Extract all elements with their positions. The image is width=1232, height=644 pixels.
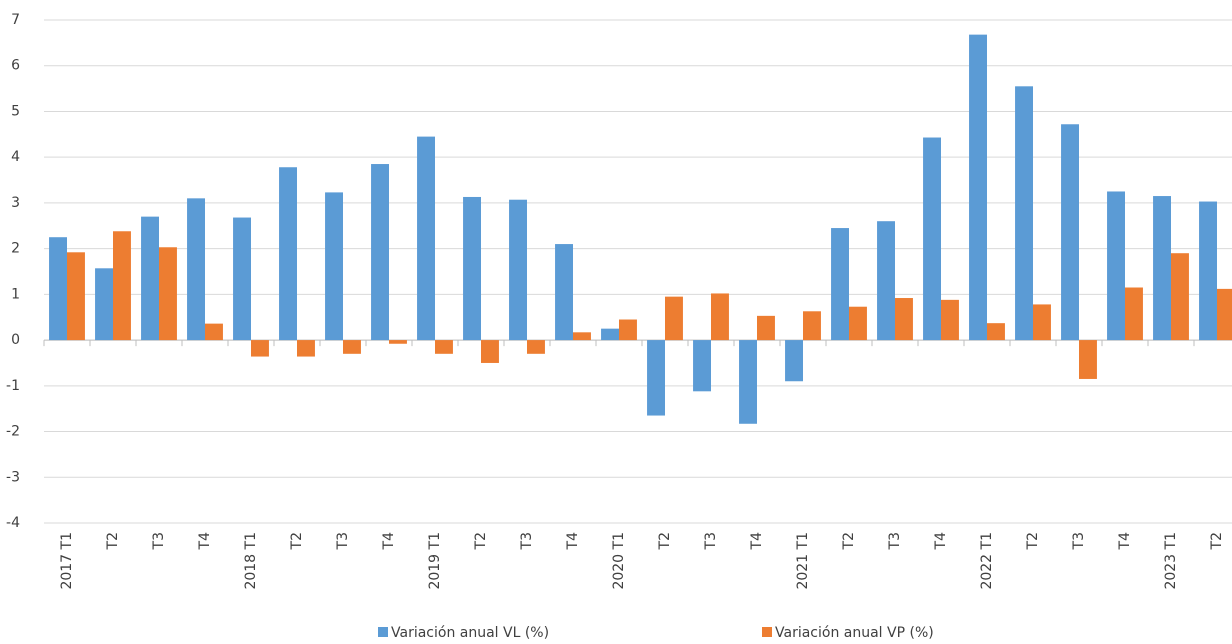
x-tick-label: T3 [1071, 532, 1087, 550]
bar [1199, 201, 1217, 341]
y-tick-label: 1 [11, 286, 20, 302]
y-tick-label: 0 [11, 332, 20, 348]
bar [785, 340, 803, 382]
x-tick-label: T2 [657, 532, 673, 550]
y-tick-label: -2 [6, 424, 20, 440]
x-tick-label: T4 [749, 532, 765, 551]
x-tick-label: T4 [381, 532, 397, 551]
x-tick-label: T3 [151, 532, 167, 550]
bar [325, 192, 343, 341]
bar [693, 340, 711, 392]
x-tick-label: T4 [197, 532, 213, 551]
legend-swatch [378, 627, 388, 637]
legend-label: Variación anual VL (%) [391, 625, 549, 641]
bar [969, 34, 987, 341]
bar [757, 315, 775, 341]
y-tick-label: -4 [6, 515, 20, 531]
bar [509, 199, 527, 341]
x-tick-label: T4 [933, 532, 949, 551]
bar [555, 244, 573, 341]
x-tick-label: 2019 T1 [427, 532, 443, 590]
x-tick-label: T4 [565, 532, 581, 551]
y-tick-label: 6 [11, 58, 20, 74]
bar [849, 306, 867, 341]
bar [1107, 191, 1125, 341]
bar [711, 293, 729, 341]
x-tick-label: T3 [519, 532, 535, 550]
bar [665, 296, 683, 341]
bar [923, 137, 941, 341]
x-tick-label: 2017 T1 [59, 532, 75, 590]
bar [233, 217, 251, 341]
bar [1217, 288, 1232, 341]
bar [49, 237, 67, 341]
x-tick-label: T2 [473, 532, 489, 550]
bar [141, 216, 159, 341]
x-tick-label: T2 [1025, 532, 1041, 550]
bar [205, 323, 223, 341]
y-tick-label: 2 [11, 241, 20, 257]
bar [831, 228, 849, 341]
bar [389, 340, 407, 344]
bar [1125, 287, 1143, 341]
bar [113, 231, 131, 341]
y-tick-label: -1 [6, 378, 20, 394]
y-tick-label: 4 [11, 149, 20, 165]
bar [1079, 340, 1097, 379]
x-tick-label: T3 [887, 532, 903, 550]
bar [527, 340, 545, 354]
bar [895, 298, 913, 341]
bar [279, 167, 297, 341]
bar [803, 311, 821, 341]
x-tick-label: 2023 T1 [1163, 532, 1179, 590]
bar [987, 323, 1005, 341]
bar [95, 268, 113, 341]
x-tick-label: 2021 T1 [795, 532, 811, 590]
bar [297, 340, 315, 357]
bar [1015, 86, 1033, 341]
bar [1153, 196, 1171, 341]
bar [67, 252, 85, 341]
legend-label: Variación anual VP (%) [775, 625, 934, 641]
bar [619, 319, 637, 341]
bar [1061, 124, 1079, 341]
bar [601, 328, 619, 341]
bar [417, 136, 435, 341]
bar [371, 164, 389, 341]
x-tick-label: T2 [1209, 532, 1225, 550]
x-tick-label: T3 [335, 532, 351, 550]
x-tick-label: T4 [1117, 532, 1133, 551]
x-tick-label: T2 [105, 532, 121, 550]
bar [739, 340, 757, 424]
bar [941, 299, 959, 341]
x-tick-label: T2 [289, 532, 305, 550]
bar [877, 221, 895, 341]
bar [647, 340, 665, 416]
y-tick-label: -3 [6, 469, 20, 485]
legend-swatch [762, 627, 772, 637]
y-tick-label: 7 [11, 12, 20, 28]
bar [187, 198, 205, 341]
x-tick-label: 2022 T1 [979, 532, 995, 590]
x-tick-label: T2 [841, 532, 857, 550]
bar [343, 340, 361, 354]
bar [573, 332, 591, 341]
bar [251, 340, 269, 357]
bar [481, 340, 499, 363]
bar [435, 340, 453, 354]
bar [1171, 253, 1189, 341]
y-tick-label: 5 [11, 103, 20, 119]
bar [463, 196, 481, 341]
bar [159, 247, 177, 341]
y-tick-label: 3 [11, 195, 20, 211]
x-tick-label: 2018 T1 [243, 532, 259, 590]
x-tick-label: T3 [703, 532, 719, 550]
x-tick-label: 2020 T1 [611, 532, 627, 590]
bar [1033, 304, 1051, 341]
